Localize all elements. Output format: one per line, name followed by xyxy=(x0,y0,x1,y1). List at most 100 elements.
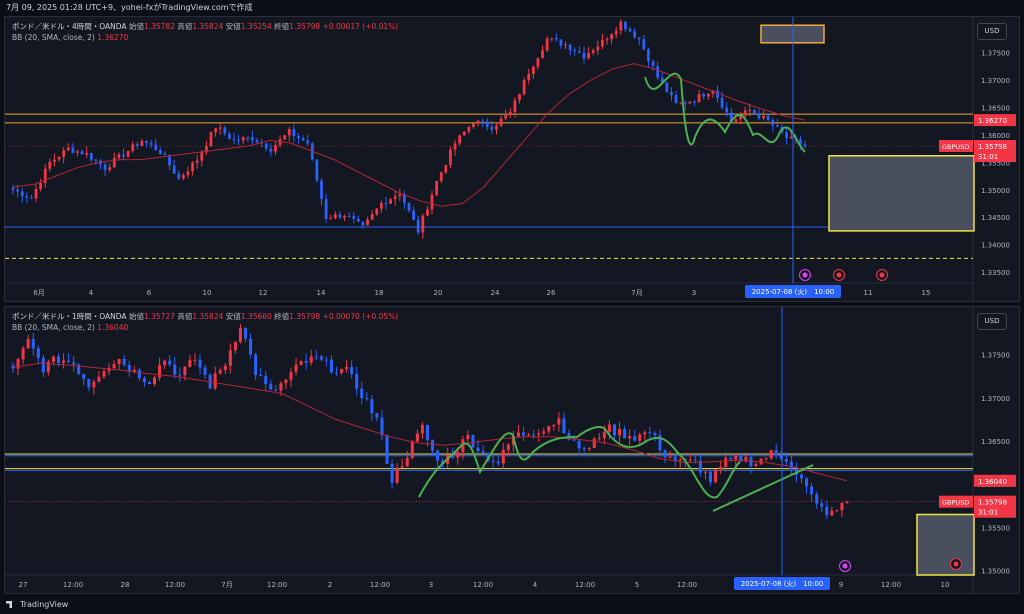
candle xyxy=(400,466,404,469)
candle xyxy=(547,426,551,432)
time-tick-label: 12:00 xyxy=(267,581,287,589)
tradingview-logo-icon[interactable] xyxy=(6,601,12,608)
candle xyxy=(624,21,627,30)
candle xyxy=(375,208,379,215)
drawn-wave-curve xyxy=(644,72,682,90)
candle xyxy=(542,431,546,434)
candle xyxy=(203,367,207,375)
candle xyxy=(87,379,91,388)
candle xyxy=(476,120,480,124)
candle xyxy=(724,457,728,467)
candle xyxy=(149,142,153,145)
candle xyxy=(306,140,310,144)
candle xyxy=(610,34,613,40)
candle xyxy=(269,384,273,390)
candle xyxy=(241,137,245,141)
candle xyxy=(181,175,185,179)
candle xyxy=(674,95,678,104)
price-tick-label: 1.35000 xyxy=(981,187,1010,195)
countdown-tag: 31:01 xyxy=(978,153,998,161)
candle xyxy=(56,356,61,363)
candle xyxy=(213,373,217,389)
candle xyxy=(456,452,460,458)
time-tick-label: 12:00 xyxy=(575,581,595,589)
candle xyxy=(403,194,406,203)
currency-button[interactable]: USD xyxy=(977,23,1007,40)
candle xyxy=(688,459,692,461)
bb-price-tag: 1.36040 xyxy=(978,478,1007,486)
candle xyxy=(803,144,807,146)
indicator-value: 1.36040 xyxy=(97,323,129,332)
chart-canvas-4h[interactable]: 1.37500 1.37000 1.36500 1.36000 1.35500 1.350… xyxy=(5,17,1019,301)
candle xyxy=(412,210,415,220)
candle xyxy=(481,120,485,122)
candle xyxy=(238,328,242,342)
candle xyxy=(541,50,544,59)
candle xyxy=(193,359,197,361)
candle xyxy=(719,466,723,470)
low-value: 1.35254 xyxy=(240,22,272,31)
candle xyxy=(623,428,627,439)
candle xyxy=(648,432,652,434)
candle xyxy=(491,460,495,462)
candle xyxy=(734,455,738,460)
price-tick-label: 1.35000 xyxy=(981,568,1010,576)
bb-price-tag-bg xyxy=(974,114,1016,127)
candle xyxy=(572,439,576,441)
candle xyxy=(789,136,793,138)
candle xyxy=(142,378,146,383)
candle xyxy=(592,438,596,449)
candle xyxy=(820,503,824,507)
crosshair-time-label: 2025-07-08 (火) 10:00 xyxy=(741,580,824,588)
candle xyxy=(158,150,162,154)
candle xyxy=(697,94,701,103)
candle xyxy=(264,376,268,385)
event-icon-us-flag-dot xyxy=(879,272,885,278)
candle xyxy=(407,202,411,211)
price-tick-label: 1.37000 xyxy=(981,395,1010,403)
candle xyxy=(76,151,79,153)
candle xyxy=(147,382,151,384)
candle xyxy=(117,154,121,159)
currency-button[interactable]: USD xyxy=(977,313,1007,330)
candle xyxy=(80,151,84,155)
bb-price-tag: 1.36270 xyxy=(978,117,1007,125)
chart-pane-4h[interactable]: 1.37500 1.37000 1.36500 1.36000 1.35500 1.350… xyxy=(4,16,1020,302)
chart-canvas-1h[interactable]: 1.375001.370001.365001.360001.355001.350… xyxy=(5,307,1019,593)
candle xyxy=(431,439,435,451)
candle xyxy=(725,107,729,113)
candle xyxy=(71,147,75,153)
candle xyxy=(799,474,804,479)
candle xyxy=(439,172,443,181)
candle xyxy=(177,173,181,179)
candle xyxy=(132,369,136,372)
candle xyxy=(495,125,498,130)
candle xyxy=(618,428,622,436)
candle xyxy=(117,358,121,365)
event-icon-lightning-dot xyxy=(802,272,808,278)
time-tick-label: 15 xyxy=(922,289,931,297)
candle xyxy=(764,458,768,460)
time-tick-label: 2 xyxy=(328,581,332,589)
pane-legend: ポンド／米ドル・4時間・OANDA 始値1.35782 高値1.35824 安値… xyxy=(12,22,399,42)
footer-logo-text: TradingView xyxy=(20,600,69,609)
candle xyxy=(743,110,747,116)
drawn-wave-curve xyxy=(680,78,806,153)
candle xyxy=(430,194,434,210)
candle xyxy=(759,458,763,465)
candle xyxy=(251,137,254,141)
candle xyxy=(112,158,116,168)
candle xyxy=(628,29,632,32)
candle xyxy=(769,450,773,459)
chart-pane-1h[interactable]: 1.375001.370001.365001.360001.355001.350… xyxy=(4,306,1020,594)
close-value: 1.35798 xyxy=(289,22,321,31)
candle xyxy=(390,463,394,483)
indicator-name: BB (20, SMA, close, 2) xyxy=(12,323,95,332)
candle xyxy=(385,435,389,464)
candle xyxy=(521,432,526,436)
candle xyxy=(249,338,253,355)
candle xyxy=(729,457,733,460)
candle xyxy=(410,441,414,458)
candle xyxy=(720,97,724,108)
candle xyxy=(324,199,328,219)
